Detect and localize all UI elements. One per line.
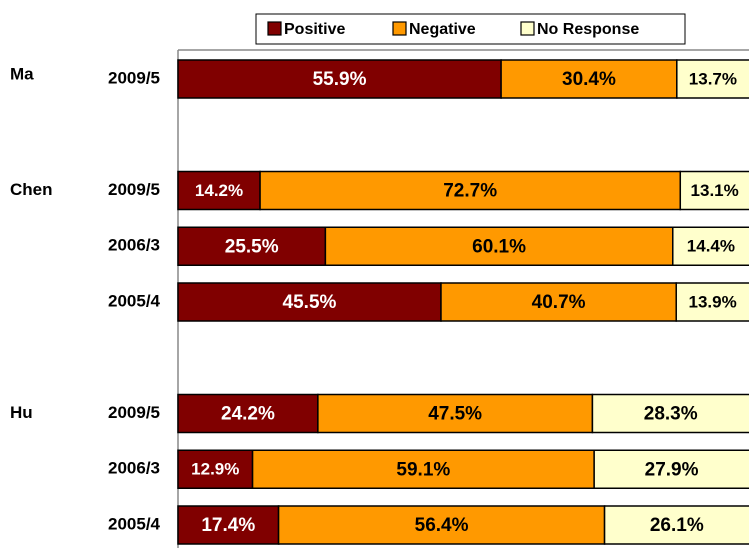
- bar-segment: [679, 170, 749, 211]
- data-label: 13.7%: [689, 69, 737, 88]
- bar-segment: [259, 170, 682, 211]
- group-label: Chen: [10, 180, 53, 199]
- y-tick-label: 2005/4: [108, 291, 161, 310]
- data-label: 24.2%: [221, 404, 275, 425]
- legend-swatch: [392, 21, 407, 36]
- legend-box: [255, 13, 686, 45]
- bar-segment: [675, 282, 749, 322]
- data-label: 55.9%: [313, 69, 367, 90]
- bar-segment: [672, 226, 749, 266]
- data-label: 17.4%: [201, 515, 255, 536]
- y-tick-label: 2006/3: [108, 459, 160, 478]
- legend-swatch: [267, 21, 282, 36]
- y-tick-label: 2009/5: [108, 403, 160, 422]
- bar-segment: [251, 449, 595, 489]
- bar-segment: [177, 282, 442, 322]
- bar-segment: [324, 226, 674, 266]
- bar-segment: [500, 59, 678, 99]
- data-label: 59.1%: [396, 459, 450, 480]
- data-label: 45.5%: [283, 292, 337, 313]
- data-label: 13.1%: [691, 181, 739, 200]
- data-label: 14.2%: [195, 181, 243, 200]
- data-label: 60.1%: [472, 236, 526, 257]
- data-label: 14.4%: [687, 237, 735, 256]
- data-label: 27.9%: [645, 459, 699, 480]
- data-label: 30.4%: [562, 69, 616, 90]
- bar-segment: [177, 226, 327, 266]
- bar-segment: [177, 59, 502, 99]
- data-label: 72.7%: [443, 181, 497, 202]
- legend-label: No Response: [537, 21, 639, 38]
- bar-segment: [177, 170, 261, 211]
- bar-segment: [603, 505, 749, 545]
- data-label: 12.9%: [191, 460, 239, 479]
- data-label: 25.5%: [225, 236, 279, 257]
- bar-segment: [277, 505, 606, 545]
- group-label: Hu: [10, 403, 33, 422]
- data-label: 28.3%: [644, 404, 698, 425]
- bar-segment: [177, 393, 319, 434]
- legend-swatch: [520, 21, 535, 36]
- bar-segment: [177, 505, 280, 545]
- bar-segment: [593, 449, 749, 489]
- y-tick-label: 2006/3: [108, 236, 160, 255]
- group-label: Ma: [10, 64, 34, 83]
- data-label: 26.1%: [650, 515, 704, 536]
- y-tick-label: 2009/5: [108, 68, 160, 87]
- legend-label: Negative: [409, 21, 476, 38]
- data-label: 56.4%: [415, 515, 469, 536]
- data-label: 13.9%: [689, 292, 737, 311]
- y-tick-label: 2009/5: [108, 180, 160, 199]
- data-label: 40.7%: [532, 292, 586, 313]
- data-label: 47.5%: [428, 404, 482, 425]
- bar-segment: [177, 449, 254, 489]
- bar-segment: [591, 393, 749, 434]
- y-tick-label: 2005/4: [108, 514, 161, 533]
- bar-segment: [676, 59, 749, 99]
- legend-label: Positive: [284, 21, 345, 38]
